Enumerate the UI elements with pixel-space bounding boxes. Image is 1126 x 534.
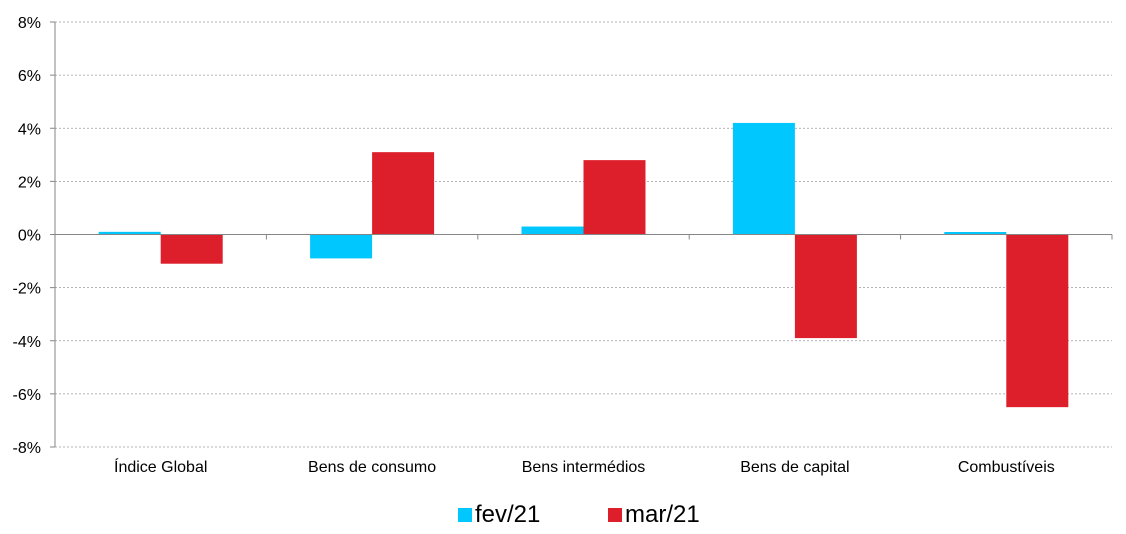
bar-mar-21 <box>1006 234 1069 408</box>
bars <box>98 122 1069 408</box>
legend-swatch-mar-21 <box>608 508 622 522</box>
bar-fev-21 <box>98 231 161 235</box>
bar-mar-21 <box>794 234 857 339</box>
x-category-label: Bens de capital <box>740 459 849 476</box>
x-category-label: Índice Global <box>114 457 207 476</box>
legend-swatch-fev-21 <box>458 508 472 522</box>
y-tick-label: 8% <box>18 15 41 32</box>
bar-fev-21 <box>521 226 584 235</box>
legend: fev/21 mar/21 <box>458 501 700 528</box>
y-tick-label: 4% <box>18 121 41 138</box>
y-tick-label: -6% <box>13 387 41 404</box>
bar-fev-21 <box>944 232 1007 235</box>
y-tick-label: 0% <box>18 228 41 245</box>
legend-label-mar-21: mar/21 <box>625 501 700 528</box>
axis-labels: -8% -6% -4% -2% 0% 2% 4% 6% 8% Índice Global Bens … <box>13 15 1055 476</box>
x-category-label: Combustíveis <box>958 459 1055 476</box>
x-category-label: Bens intermédios <box>522 459 646 476</box>
y-tick-label: -8% <box>13 440 41 457</box>
bar-mar-21 <box>372 152 435 235</box>
bar-fev-21 <box>732 122 795 235</box>
y-tick-label: 6% <box>18 68 41 85</box>
bar-mar-21 <box>583 160 646 235</box>
bar-fev-21 <box>310 234 373 259</box>
bar-mar-21 <box>160 234 223 264</box>
y-tick-label: 2% <box>18 174 41 191</box>
legend-label-fev-21: fev/21 <box>475 501 540 528</box>
y-tick-label: -2% <box>13 281 41 298</box>
axes <box>50 21 1113 448</box>
y-tick-label: -4% <box>13 334 41 351</box>
x-category-label: Bens de consumo <box>308 459 436 476</box>
